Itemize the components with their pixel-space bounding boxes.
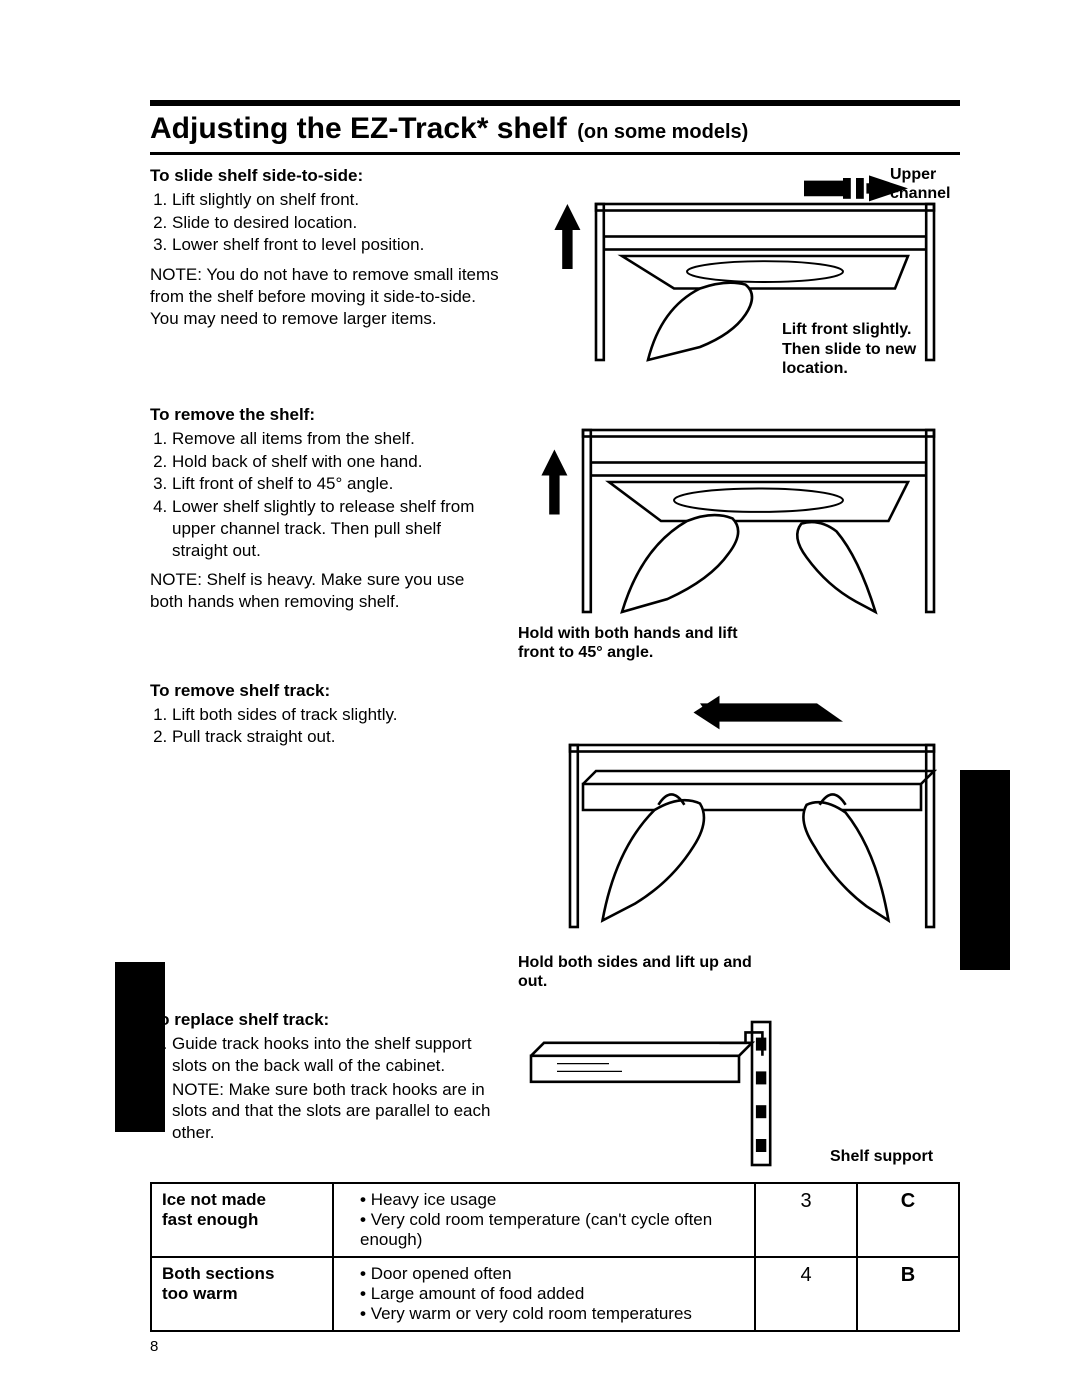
cause-item: Very cold room temperature (can't cycle … — [360, 1210, 744, 1250]
table-row: Both sections too warm Door opened often… — [151, 1257, 959, 1331]
troubleshoot-table: Ice not made fast enough Heavy ice usage… — [150, 1182, 960, 1332]
step-text: Guide track hooks into the shelf support… — [172, 1034, 472, 1075]
section-slide-shelf: To slide shelf side-to-side: Lift slight… — [150, 165, 960, 386]
manual-page: Adjusting the EZ-Track* shelf (on some m… — [0, 0, 1080, 1395]
section2-steps: Remove all items from the shelf. Hold ba… — [150, 428, 500, 562]
cause-item: Large amount of food added — [360, 1284, 744, 1304]
problem-text: too warm — [162, 1284, 238, 1303]
both-hands-label: Hold with both hands and lift front to 4… — [518, 624, 748, 662]
page-subtitle: (on some models) — [577, 121, 748, 143]
section2-note: NOTE: Shelf is heavy. Make sure you use … — [150, 569, 500, 613]
section4-steps: Guide track hooks into the shelf support… — [150, 1033, 500, 1144]
section-remove-shelf: To remove the shelf: Remove all items fr… — [150, 404, 960, 662]
table-row: Ice not made fast enough Heavy ice usage… — [151, 1183, 959, 1257]
problem-text: Ice not made — [162, 1190, 266, 1209]
section3-heading: To remove shelf track: — [150, 680, 500, 702]
setting-letter: B — [857, 1257, 959, 1331]
title-row: Adjusting the EZ-Track* shelf (on some m… — [150, 112, 960, 155]
section1-heading: To slide shelf side-to-side: — [150, 165, 500, 187]
cause-list: Heavy ice usage Very cold room temperatu… — [344, 1190, 744, 1250]
section4-illustration: Shelf support — [518, 1009, 960, 1178]
cause-item: Very warm or very cold room temperatures — [360, 1304, 744, 1324]
step: Lift slightly on shelf front. — [172, 189, 500, 211]
section3-text: To remove shelf track: Lift both sides o… — [150, 680, 500, 991]
section4-text: To replace shelf track: Guide track hook… — [150, 1009, 500, 1178]
section-replace-track: To replace shelf track: Guide track hook… — [150, 1009, 960, 1178]
section4-note: NOTE: Make sure both track hooks are in … — [172, 1079, 500, 1144]
step: Lower shelf slightly to release shelf fr… — [172, 496, 500, 561]
setting-num: 4 — [755, 1257, 857, 1331]
section2-heading: To remove the shelf: — [150, 404, 500, 426]
shelf-remove-diagram — [518, 404, 960, 632]
section2-text: To remove the shelf: Remove all items fr… — [150, 404, 500, 662]
shelf-support-label: Shelf support — [830, 1147, 950, 1166]
page-number: 8 — [150, 1338, 960, 1355]
step: Slide to desired location. — [172, 212, 500, 234]
lift-front-label: Lift front slightly. Then slide to new l… — [782, 320, 942, 378]
upper-channel-label: Upper channel — [890, 165, 960, 203]
section2-illustration: Hold with both hands and lift front to 4… — [518, 404, 960, 662]
hold-sides-label: Hold both sides and lift up and out. — [518, 953, 758, 991]
step: Lift both sides of track slightly. — [172, 704, 500, 726]
step: Hold back of shelf with one hand. — [172, 451, 500, 473]
top-rule — [150, 100, 960, 106]
cause-item: Door opened often — [360, 1264, 744, 1284]
step: Remove all items from the shelf. — [172, 428, 500, 450]
step: Lower shelf front to level position. — [172, 234, 500, 256]
problem-text: fast enough — [162, 1210, 258, 1229]
problem-text: Both sections — [162, 1264, 274, 1283]
section1-steps: Lift slightly on shelf front. Slide to d… — [150, 189, 500, 256]
cause-item: Heavy ice usage — [360, 1190, 744, 1210]
track-remove-diagram — [518, 680, 960, 953]
section1-note: NOTE: You do not have to remove small it… — [150, 264, 500, 329]
page-title: Adjusting the EZ-Track* shelf — [150, 112, 567, 145]
section4-heading: To replace shelf track: — [150, 1009, 500, 1031]
section3-steps: Lift both sides of track slightly. Pull … — [150, 704, 500, 749]
setting-num: 3 — [755, 1183, 857, 1257]
section1-text: To slide shelf side-to-side: Lift slight… — [150, 165, 500, 386]
scan-artifact-right — [960, 770, 1010, 970]
scan-artifact-left — [115, 962, 165, 1132]
section3-illustration: Hold both sides and lift up and out. — [518, 680, 960, 991]
section1-illustration: Upper channel Lift front slightly. Then … — [518, 165, 960, 386]
section-remove-track: To remove shelf track: Lift both sides o… — [150, 680, 960, 991]
step: Pull track straight out. — [172, 726, 500, 748]
step: Lift front of shelf to 45° angle. — [172, 473, 500, 495]
setting-letter: C — [857, 1183, 959, 1257]
step: Guide track hooks into the shelf support… — [172, 1033, 500, 1144]
cause-list: Door opened often Large amount of food a… — [344, 1264, 744, 1324]
